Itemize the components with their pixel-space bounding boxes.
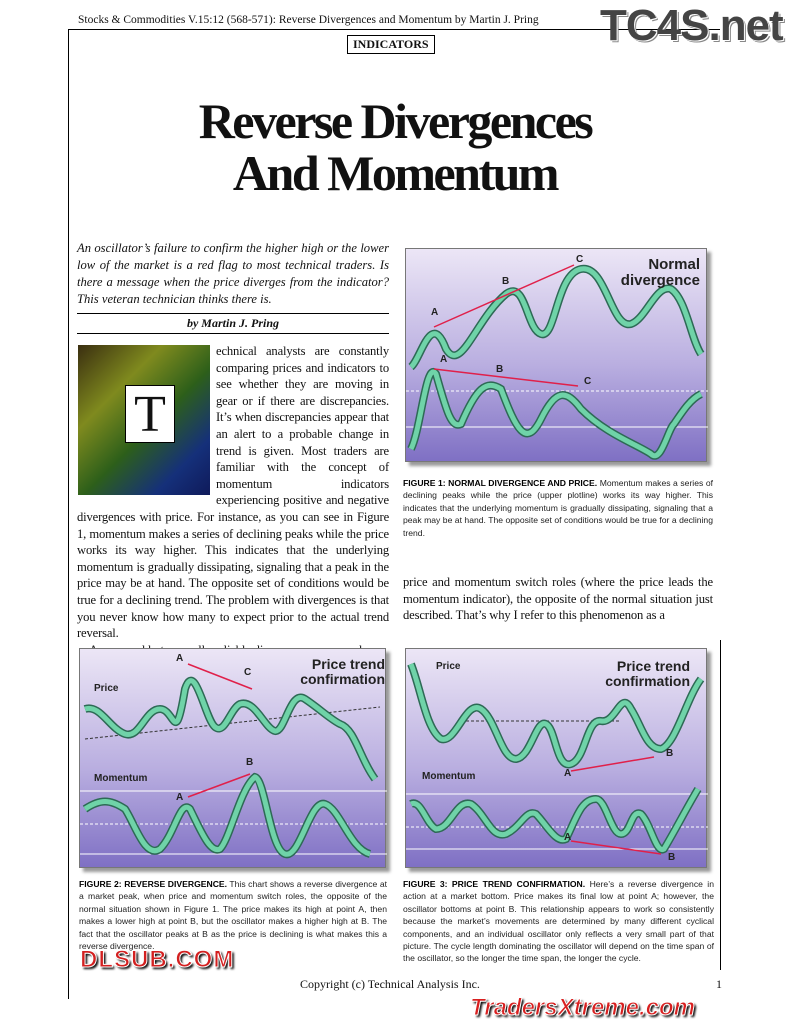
point-label: C <box>244 667 252 678</box>
caption-text: Here’s a reverse divergence in action at… <box>403 879 714 964</box>
column-rule <box>720 640 721 970</box>
watermark-logo: DLSUB.COM <box>79 946 235 974</box>
drop-cap: T <box>125 385 175 443</box>
running-head: Stocks & Commodities V.15:12 (568-571): … <box>78 14 539 26</box>
title-line-1: Reverse Divergences <box>198 93 594 149</box>
caption-text: Momentum makes a series of declining pea… <box>403 478 714 538</box>
section-label: INDICATORS <box>347 35 435 54</box>
point-label: A <box>440 354 448 365</box>
margin-rule <box>68 29 69 999</box>
figure-3-caption: FIGURE 3: PRICE TREND CONFIRMATION. Here… <box>403 878 714 965</box>
figure-2-plot <box>80 663 387 859</box>
point-label: A <box>176 792 184 803</box>
left-column: An oscillator’s failure to confirm the h… <box>77 240 389 658</box>
trend-arrow <box>570 756 655 772</box>
momentum-label: Momentum <box>94 773 148 784</box>
point-label: A <box>564 768 572 779</box>
caption-heading: FIGURE 3: PRICE TREND CONFIRMATION. <box>403 879 586 889</box>
figure-title: Price trend confirmation <box>605 658 690 689</box>
caption-heading: FIGURE 2: REVERSE DIVERGENCE. <box>79 879 228 889</box>
article-title: Reverse Divergences And Momentum <box>70 95 720 199</box>
momentum-curve <box>407 367 703 460</box>
point-label: B <box>246 757 254 768</box>
trend-arrow <box>570 840 662 855</box>
momentum-curve <box>408 369 703 459</box>
body-paragraph: price and momentum switch roles (where t… <box>403 575 713 623</box>
trend-arrow <box>433 264 575 328</box>
figure-2-chart: Price trend confirmation Price Momentum … <box>79 648 387 868</box>
figure-3-chart: Price trend confirmation Price Momentum … <box>405 648 708 868</box>
figure-1-plot <box>406 264 708 460</box>
price-curve <box>83 676 379 782</box>
momentum-curve <box>83 774 371 857</box>
drop-cap-illustration: T <box>78 345 210 495</box>
trend-arrow <box>187 773 251 798</box>
trend-arrow <box>433 368 579 387</box>
point-label: B <box>502 276 510 287</box>
title-line-2: And Momentum <box>232 145 560 201</box>
point-label: B <box>668 852 676 863</box>
point-label: A <box>176 653 184 664</box>
byline: by Martin J. Pring <box>186 316 279 330</box>
divider <box>77 313 389 314</box>
page-number: 1 <box>716 977 722 991</box>
divider <box>77 333 389 334</box>
price-curve <box>408 663 704 767</box>
point-label: C <box>584 376 592 387</box>
point-label: C <box>576 254 584 265</box>
caption-heading: FIGURE 1: NORMAL DIVERGENCE AND PRICE. <box>403 478 598 488</box>
body-paragraph: T echnical analysts are constantly compa… <box>77 343 389 642</box>
watermark-logo: TC4S.net <box>600 1 784 50</box>
price-label: Price <box>94 683 119 694</box>
body-text: echnical analysts are constantly compari… <box>77 344 389 524</box>
figure-3-plot <box>406 662 708 855</box>
price-curve <box>409 266 704 369</box>
price-curve <box>84 678 378 781</box>
figure-1-chart: Normal divergence A B C A B C <box>405 248 708 462</box>
point-label: A <box>564 832 572 843</box>
figure-2-caption: FIGURE 2: REVERSE DIVERGENCE. This chart… <box>79 878 387 952</box>
figure-1-caption: FIGURE 1: NORMAL DIVERGENCE AND PRICE. M… <box>403 477 713 539</box>
trendline <box>84 706 381 740</box>
point-label: B <box>496 364 504 375</box>
point-label: B <box>666 748 674 759</box>
momentum-label: Momentum <box>422 771 476 782</box>
momentum-curve <box>409 787 701 852</box>
copyright: Copyright (c) Technical Analysis Inc. <box>300 977 480 991</box>
watermark-logo: TradersXtreme.com <box>470 994 696 1022</box>
body-text: with price. For instance, as you can see… <box>77 509 390 641</box>
deck: An oscillator’s failure to confirm the h… <box>77 241 389 306</box>
figure-title: Normal divergence <box>620 256 700 289</box>
price-label: Price <box>436 661 461 672</box>
point-label: A <box>431 307 439 318</box>
figure-title: Price trend confirmation <box>300 656 385 687</box>
caption-text: This chart shows a reverse divergence at… <box>79 879 387 952</box>
header-rule <box>68 29 720 30</box>
trend-arrow <box>187 663 253 690</box>
